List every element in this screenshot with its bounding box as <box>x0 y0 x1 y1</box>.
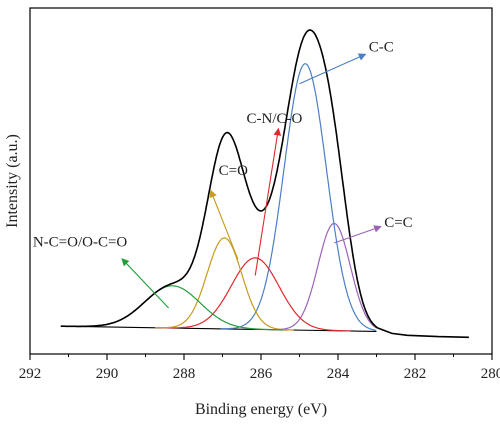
x-tick-label: 292 <box>19 366 42 382</box>
peak-c-n-c-o <box>159 257 351 332</box>
annotation-label: C-C <box>369 39 394 55</box>
x-axis-title: Binding energy (eV) <box>195 401 327 418</box>
x-tick-label: 288 <box>173 366 196 382</box>
annotation-arrow <box>121 258 169 309</box>
x-tick-label: 282 <box>404 366 427 382</box>
annotation-arrow <box>254 127 282 276</box>
annotation-label: N-C=O/O-C=O <box>33 234 128 250</box>
y-axis-title: Intensity (a.u.) <box>4 134 21 228</box>
annotations-group: C-C C=C C-N/C-O C=O N-C=O/O-C=O <box>33 39 413 309</box>
annotation-arrow <box>299 53 367 85</box>
peak-c-o <box>155 237 294 331</box>
x-tick-label: 280 <box>481 366 500 382</box>
peak-c-c <box>269 222 377 331</box>
curves-group <box>60 29 469 339</box>
peak-n-c-o-o-c-o <box>61 285 284 331</box>
plot-frame <box>29 7 493 355</box>
envelope-curve <box>60 29 469 339</box>
x-tick-label: 290 <box>96 366 119 382</box>
annotation-label: C=C <box>384 215 412 231</box>
annotation-arrow <box>209 189 239 260</box>
baseline-line <box>60 325 377 332</box>
annotation-label: C-N/C-O <box>247 111 303 127</box>
annotation-arrow <box>333 225 382 244</box>
peak-c-c <box>220 63 377 331</box>
annotation-label: C=O <box>219 163 248 179</box>
x-tick-label: 286 <box>250 366 273 382</box>
x-axis: 292 290 288 286 284 282 280 <box>19 354 500 382</box>
x-tick-label: 284 <box>327 366 350 382</box>
